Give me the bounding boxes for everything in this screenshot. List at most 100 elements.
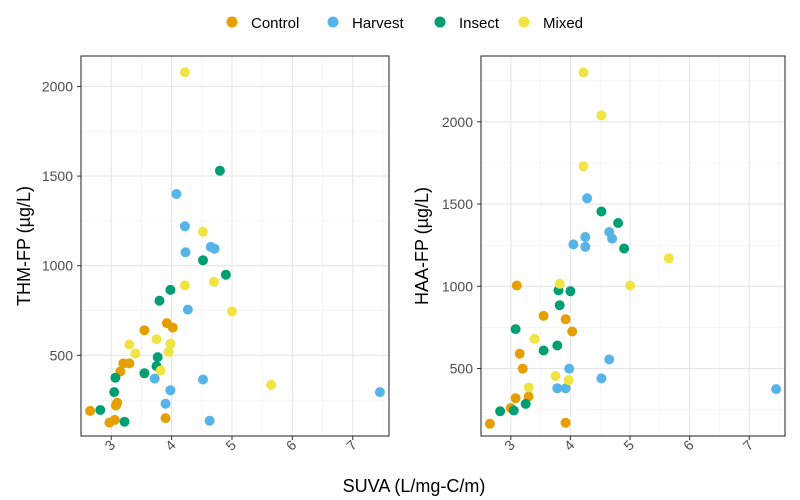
- haa-point-harvest: [568, 239, 579, 250]
- thm-x-tick-label: 6: [283, 437, 300, 454]
- thm-point-mixed: [130, 348, 141, 359]
- thm-point-harvest: [209, 243, 220, 254]
- haa-point-insect: [508, 405, 519, 416]
- haa-point-mixed: [663, 253, 674, 264]
- thm-point-mixed: [227, 306, 237, 317]
- haa-point-control: [538, 310, 549, 321]
- legend-label-mixed: Mixed: [543, 15, 583, 32]
- haa-point-mixed: [554, 278, 565, 289]
- haa-x-axis: 3 4 5 6 7: [501, 436, 757, 454]
- thm-point-mixed: [208, 276, 219, 287]
- thm-x-tick-label: 4: [162, 437, 179, 454]
- thm-point-control: [112, 397, 123, 408]
- thm-plot-background: [81, 56, 389, 436]
- thm-x-axis: 3 4 5 6 7: [101, 436, 360, 454]
- haa-x-tick-label: 6: [680, 437, 697, 454]
- haa-point-insect: [510, 324, 521, 335]
- thm-point-mixed: [155, 365, 166, 376]
- thm-point-mixed: [179, 67, 190, 78]
- thm-point-insect: [152, 352, 163, 363]
- haa-x-tick-label: 3: [501, 437, 518, 454]
- haa-point-harvest: [596, 373, 607, 384]
- haa-point-mixed: [529, 333, 540, 344]
- haa-point-insect: [619, 243, 630, 254]
- thm-point-insect: [119, 416, 130, 427]
- haa-point-insect: [596, 206, 607, 217]
- haa-point-harvest: [552, 383, 563, 394]
- thm-point-insect: [165, 284, 176, 295]
- thm-panel-border: [80, 55, 390, 437]
- haa-point-control: [511, 280, 522, 291]
- thm-point-harvest: [171, 189, 182, 199]
- thm-point-control: [167, 322, 178, 333]
- thm-y-axis-title: THM-FP (µg/L): [14, 186, 34, 306]
- haa-point-control: [567, 326, 578, 337]
- haa-point-harvest: [582, 193, 593, 204]
- thm-point-control: [139, 325, 150, 336]
- thm-point-mixed: [266, 379, 277, 390]
- haa-point-insect: [520, 398, 531, 409]
- thm-point-control: [160, 413, 171, 424]
- thm-point-mixed: [165, 338, 176, 349]
- haa-point-insect: [565, 286, 576, 297]
- haa-panel-border: [480, 55, 786, 437]
- x-axis-title: SUVA (L/mg-C/m): [343, 476, 486, 496]
- thm-point-control: [85, 405, 96, 416]
- legend-key-mixed: [518, 16, 530, 28]
- haa-point-control: [560, 314, 571, 325]
- haa-point-control: [484, 418, 495, 429]
- thm-point-harvest: [198, 374, 208, 385]
- thm-x-tick-label: 5: [222, 437, 239, 454]
- haa-point-mixed: [563, 375, 574, 386]
- haa-panel: 500 1000 1500 2000 3 4 5 6 7: [442, 55, 786, 454]
- haa-point-mixed: [550, 371, 561, 381]
- haa-y-axis: 500 1000 1500 2000: [442, 114, 481, 377]
- haa-point-insect: [552, 340, 563, 351]
- thm-panel: 500 1000 1500 2000 3 4 5 6 7: [42, 55, 390, 454]
- haa-point-mixed: [625, 280, 635, 291]
- legend-label-harvest: Harvest: [352, 15, 405, 32]
- thm-point-insect: [198, 255, 208, 266]
- thm-y-axis: 500 1000 1500 2000: [42, 78, 81, 363]
- thm-point-insect: [95, 405, 106, 415]
- thm-point-control: [124, 358, 135, 369]
- haa-point-harvest: [771, 384, 782, 395]
- thm-y-tick-label: 1000: [42, 258, 73, 274]
- haa-point-mixed: [596, 110, 607, 121]
- thm-x-tick-label: 7: [343, 437, 360, 454]
- haa-y-tick-label: 2000: [442, 114, 473, 130]
- thm-point-harvest: [165, 385, 176, 396]
- thm-point-mixed: [163, 346, 174, 357]
- thm-point-harvest: [374, 387, 385, 398]
- legend-key-harvest: [327, 16, 339, 28]
- haa-y-axis-title: HAA-FP (µg/L): [412, 187, 432, 305]
- thm-point-harvest: [160, 398, 171, 409]
- thm-x-tick-label: 3: [101, 437, 118, 454]
- thm-y-tick-label: 2000: [42, 78, 73, 94]
- thm-point-mixed: [198, 226, 208, 237]
- thm-y-tick-label: 1500: [42, 168, 73, 184]
- legend-key-control: [226, 16, 238, 28]
- haa-point-control: [510, 393, 521, 404]
- thm-y-tick-label: 500: [50, 347, 74, 363]
- haa-x-tick-label: 4: [561, 437, 578, 454]
- thm-point-harvest: [149, 373, 160, 384]
- haa-point-harvest: [607, 233, 618, 244]
- haa-point-insect: [554, 300, 565, 311]
- thm-point-insect: [109, 387, 120, 398]
- thm-point-mixed: [124, 339, 135, 350]
- chart-legend: Control Harvest Insect Mixed: [226, 15, 583, 32]
- legend-key-insect: [434, 16, 446, 28]
- thm-point-control: [109, 414, 120, 425]
- haa-point-mixed: [578, 161, 589, 172]
- thm-point-insect: [139, 368, 150, 379]
- haa-point-control: [560, 417, 571, 428]
- haa-point-harvest: [564, 363, 575, 374]
- haa-point-harvest: [580, 232, 591, 242]
- legend-label-insect: Insect: [459, 15, 500, 32]
- haa-point-control: [517, 363, 528, 374]
- thm-point-insect: [214, 165, 225, 176]
- thm-point-harvest: [204, 415, 215, 426]
- haa-point-insect: [495, 406, 506, 417]
